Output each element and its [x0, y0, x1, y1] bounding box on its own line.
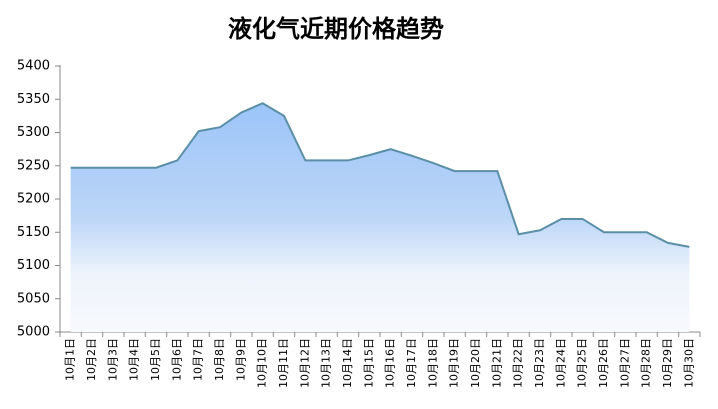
x-tick-label: 10月1日: [64, 338, 77, 381]
x-tick-label: 10月12日: [298, 338, 311, 388]
x-tick-label: 10月29日: [661, 338, 674, 388]
y-tick-label: 5200: [17, 192, 50, 207]
x-tick-label: 10月4日: [128, 338, 141, 381]
x-tick-label: 10月9日: [234, 338, 247, 381]
x-tick-label: 10月19日: [448, 338, 461, 388]
x-tick-label: 10月5日: [149, 338, 162, 381]
x-tick-label: 10月3日: [106, 338, 119, 381]
x-tick-label: 10月25日: [576, 338, 589, 388]
x-tick-label: 10月11日: [277, 338, 290, 388]
x-tick-label: 10月10日: [256, 338, 269, 388]
x-tick-label: 10月15日: [362, 338, 375, 388]
y-tick-label: 5350: [17, 92, 50, 107]
x-tick-label: 10月22日: [512, 338, 525, 388]
x-tick-label: 10月21日: [490, 338, 503, 388]
x-tick-label: 10月20日: [469, 338, 482, 388]
y-tick-label: 5400: [17, 59, 50, 74]
x-tick-label: 10月7日: [192, 338, 205, 381]
y-tick-label: 5150: [17, 225, 50, 240]
x-tick-label: 10月28日: [640, 338, 653, 388]
x-tick-label: 10月16日: [384, 338, 397, 388]
x-tick-label: 10月8日: [213, 338, 226, 381]
y-tick-label: 5050: [17, 291, 50, 306]
x-tick-label: 10月27日: [618, 338, 631, 388]
x-tick-label: 10月30日: [682, 338, 695, 388]
x-tick-label: 10月26日: [597, 338, 610, 388]
area: [70, 103, 690, 333]
x-tick-label: 10月17日: [405, 338, 418, 388]
y-tick-label: 5250: [17, 158, 50, 173]
x-tick-label: 10月6日: [170, 338, 183, 381]
x-tick-label: 10月18日: [426, 338, 439, 388]
x-tick-label: 10月23日: [533, 338, 546, 388]
y-tick-label: 5100: [17, 258, 50, 273]
line: [70, 102, 690, 248]
y-tick-label: 5300: [17, 125, 50, 140]
chart-title: 液化气近期价格趋势: [228, 15, 444, 43]
x-tick-label: 10月2日: [85, 338, 98, 381]
x-tick-label: 10月13日: [320, 338, 333, 388]
x-tick-label: 10月24日: [554, 338, 567, 388]
y-tick-label: 5000: [17, 325, 50, 340]
x-tick-label: 10月14日: [341, 338, 354, 388]
